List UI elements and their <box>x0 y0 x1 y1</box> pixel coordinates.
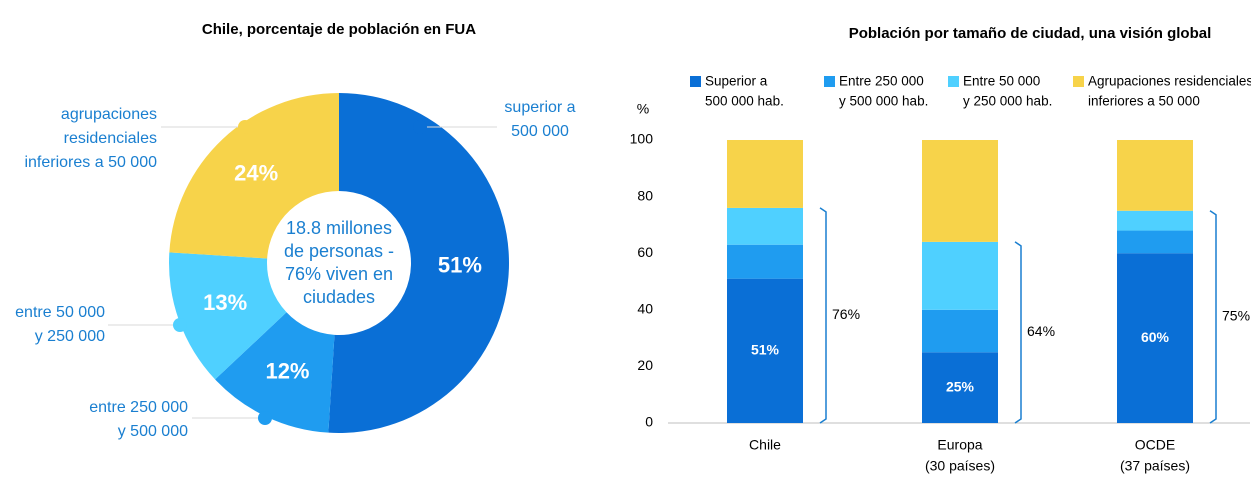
legend-label: Entre 50 000 <box>963 74 1040 89</box>
category-label: residenciales <box>64 130 157 147</box>
bar-segment <box>1117 210 1193 231</box>
x-tick-label: Europa <box>937 437 982 453</box>
bar-segment <box>727 244 803 279</box>
donut-segment <box>215 312 335 433</box>
center-text: 18.8 millones <box>286 218 392 238</box>
legend-label: y 500 000 hab. <box>839 94 928 109</box>
category-label: 500 000 <box>511 123 569 140</box>
bar-segment <box>1117 140 1193 211</box>
y-tick-label: 80 <box>637 187 653 203</box>
bar-segment <box>1117 230 1193 254</box>
x-tick-label: (30 países) <box>925 458 995 474</box>
x-tick-label: Chile <box>749 437 781 453</box>
bracket <box>1209 210 1217 424</box>
leader-dot <box>238 120 252 134</box>
segment-label: 13% <box>203 290 247 315</box>
legend-label: Entre 250 000 <box>839 74 924 89</box>
bracket <box>819 207 827 424</box>
bar-segment <box>922 352 998 423</box>
x-tick-label: OCDE <box>1135 437 1175 453</box>
leader-dot <box>173 318 187 332</box>
bar-segment <box>727 207 803 245</box>
legend-swatch <box>1073 76 1084 87</box>
center-text: ciudades <box>303 287 375 307</box>
x-tick-label: (37 países) <box>1120 458 1190 474</box>
y-tick-label: 20 <box>637 357 653 373</box>
bar-value-label: 51% <box>751 342 780 358</box>
category-label: y 250 000 <box>35 328 105 345</box>
category-label: inferiores a 50 000 <box>24 154 157 171</box>
segment-label: 51% <box>438 253 482 278</box>
y-tick-label: 0 <box>645 414 653 430</box>
bracket-label: 64% <box>1027 323 1055 339</box>
donut-segment <box>169 252 287 380</box>
bracket <box>1014 241 1022 424</box>
bar-segment <box>727 140 803 208</box>
legend-label: y 250 000 hab. <box>963 94 1052 109</box>
legend-swatch <box>690 76 701 87</box>
bar-value-label: 25% <box>946 378 975 394</box>
bar-segment <box>727 278 803 423</box>
leader-dot <box>258 411 272 425</box>
donut-segment <box>169 93 339 259</box>
center-text: 76% viven en <box>285 264 393 284</box>
bar-segment <box>922 241 998 310</box>
legend-label: Agrupaciones residenciales <box>1088 74 1251 89</box>
legend-swatch <box>948 76 959 87</box>
bracket-label: 75% <box>1222 308 1250 324</box>
legend-label: 500 000 hab. <box>705 94 784 109</box>
category-label: entre 250 000 <box>89 399 188 416</box>
segment-label: 24% <box>234 161 278 186</box>
category-label: entre 50 000 <box>15 304 105 321</box>
bracket-label: 76% <box>832 306 860 322</box>
legend-label: inferiores a 50 000 <box>1088 94 1200 109</box>
donut-title: Chile, porcentaje de población en FUA <box>202 21 476 38</box>
bar-value-label: 60% <box>1141 329 1170 345</box>
leader-dot <box>413 120 427 134</box>
bar-title: Población por tamaño de ciudad, una visi… <box>849 25 1212 42</box>
bar-segment <box>922 309 998 353</box>
bar-segment <box>1117 253 1193 423</box>
y-tick-label: 40 <box>637 301 653 317</box>
category-label: agrupaciones <box>61 106 157 123</box>
y-tick-label: 60 <box>637 244 653 260</box>
segment-label: 12% <box>265 358 309 383</box>
legend-label: Superior a <box>705 74 768 89</box>
legend-swatch <box>824 76 835 87</box>
y-tick-label: 100 <box>630 131 654 147</box>
bar-segment <box>922 140 998 242</box>
center-text: de personas - <box>284 241 394 261</box>
donut-segment <box>328 93 509 433</box>
category-label: superior a <box>504 99 575 116</box>
y-axis-label: % <box>637 101 649 117</box>
category-label: y 500 000 <box>118 423 188 440</box>
